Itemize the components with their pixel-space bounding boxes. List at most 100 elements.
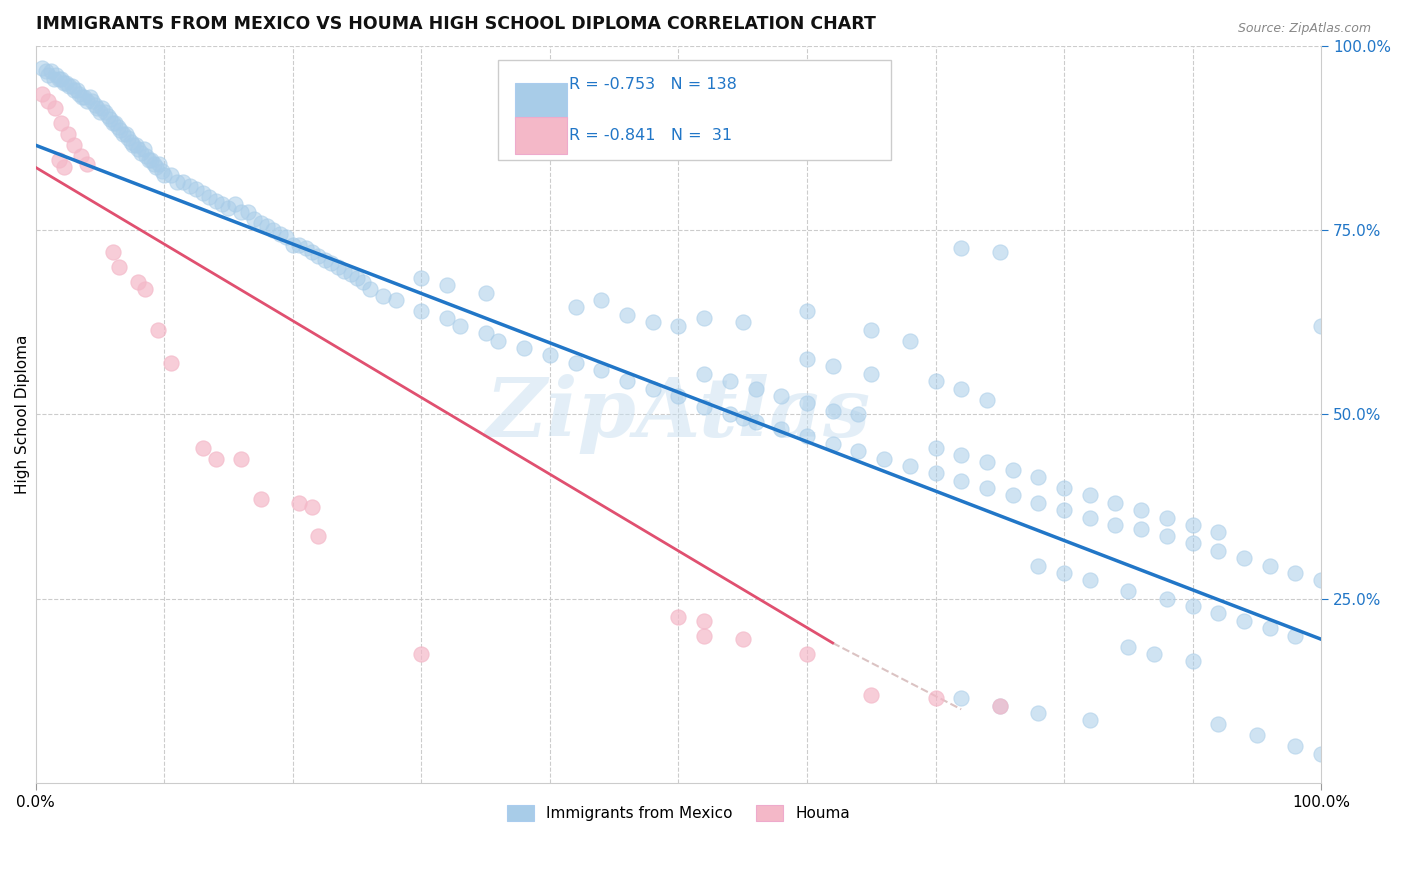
Point bbox=[145, 161, 167, 175]
Point bbox=[1233, 551, 1256, 566]
Point bbox=[76, 94, 98, 108]
Point bbox=[821, 403, 844, 417]
Point bbox=[42, 71, 65, 86]
Point bbox=[1078, 510, 1101, 524]
Point bbox=[359, 282, 381, 296]
Point bbox=[134, 282, 156, 296]
FancyBboxPatch shape bbox=[515, 117, 567, 154]
Point bbox=[796, 647, 818, 661]
Point bbox=[1104, 496, 1126, 510]
Point bbox=[950, 382, 973, 396]
Point bbox=[848, 408, 870, 422]
Point bbox=[1310, 318, 1333, 333]
Point bbox=[718, 374, 741, 388]
Point bbox=[873, 451, 896, 466]
Point bbox=[1258, 621, 1281, 635]
Point bbox=[1001, 463, 1024, 477]
Point bbox=[474, 285, 496, 300]
Point bbox=[63, 83, 86, 97]
Point bbox=[243, 211, 266, 226]
Point bbox=[1078, 488, 1101, 502]
Point bbox=[513, 341, 536, 355]
Point bbox=[744, 382, 766, 396]
Point bbox=[76, 156, 98, 170]
Point bbox=[110, 123, 132, 137]
Point bbox=[538, 348, 561, 362]
Point bbox=[924, 441, 946, 455]
Text: IMMIGRANTS FROM MEXICO VS HOUMA HIGH SCHOOL DIPLOMA CORRELATION CHART: IMMIGRANTS FROM MEXICO VS HOUMA HIGH SCH… bbox=[35, 15, 876, 33]
Point bbox=[83, 97, 105, 112]
Point bbox=[976, 392, 998, 407]
Point bbox=[191, 186, 214, 201]
Point bbox=[256, 219, 278, 234]
Point bbox=[976, 481, 998, 495]
Point bbox=[172, 175, 194, 189]
Point bbox=[616, 308, 638, 322]
Point bbox=[718, 408, 741, 422]
Point bbox=[51, 71, 73, 86]
Point bbox=[191, 441, 214, 455]
Point bbox=[35, 64, 58, 78]
Point bbox=[69, 149, 91, 163]
Point bbox=[1028, 470, 1050, 484]
Point bbox=[249, 492, 271, 507]
Point bbox=[666, 318, 689, 333]
Point bbox=[60, 79, 83, 94]
Point bbox=[1156, 529, 1178, 543]
Point bbox=[107, 120, 129, 134]
Point bbox=[1118, 584, 1140, 599]
Point bbox=[1078, 714, 1101, 728]
Point bbox=[262, 223, 284, 237]
Point bbox=[150, 164, 173, 178]
Point bbox=[1258, 558, 1281, 573]
Point bbox=[326, 260, 349, 274]
Point bbox=[288, 237, 311, 252]
FancyBboxPatch shape bbox=[515, 83, 567, 120]
Point bbox=[117, 131, 139, 145]
Point bbox=[346, 271, 368, 285]
Point bbox=[1208, 717, 1230, 731]
Point bbox=[411, 647, 433, 661]
Text: R = -0.753   N = 138: R = -0.753 N = 138 bbox=[569, 77, 737, 92]
Point bbox=[48, 71, 70, 86]
Point bbox=[204, 194, 226, 208]
Point bbox=[693, 311, 716, 326]
Point bbox=[1208, 543, 1230, 558]
Point bbox=[122, 138, 145, 153]
Point bbox=[127, 142, 149, 156]
Point bbox=[898, 334, 921, 348]
Point bbox=[96, 109, 118, 123]
Point bbox=[82, 94, 104, 108]
Point bbox=[821, 359, 844, 374]
Point bbox=[146, 322, 169, 336]
Point bbox=[159, 356, 181, 370]
Point bbox=[988, 245, 1011, 260]
Point bbox=[114, 127, 136, 141]
Point bbox=[564, 356, 586, 370]
Point bbox=[1028, 706, 1050, 720]
Point bbox=[591, 293, 613, 307]
Point bbox=[186, 182, 208, 196]
Point bbox=[314, 252, 336, 267]
Point bbox=[198, 190, 221, 204]
Point bbox=[104, 116, 127, 130]
Point bbox=[307, 249, 329, 263]
Point bbox=[641, 382, 664, 396]
Point bbox=[294, 242, 316, 256]
Point bbox=[693, 614, 716, 628]
Point bbox=[796, 304, 818, 318]
Point bbox=[1156, 591, 1178, 606]
Point bbox=[37, 68, 59, 82]
Point bbox=[1181, 654, 1204, 668]
Point bbox=[860, 322, 883, 336]
Point bbox=[142, 156, 165, 170]
Text: Source: ZipAtlas.com: Source: ZipAtlas.com bbox=[1237, 22, 1371, 36]
Point bbox=[339, 267, 361, 281]
Point bbox=[821, 437, 844, 451]
Point bbox=[1246, 728, 1268, 742]
Point bbox=[31, 61, 53, 75]
Point bbox=[141, 153, 163, 167]
Point bbox=[1053, 503, 1076, 517]
Point bbox=[988, 698, 1011, 713]
Point bbox=[108, 260, 131, 274]
